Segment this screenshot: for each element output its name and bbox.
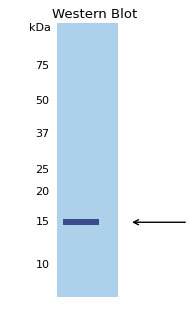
Text: 75: 75 bbox=[35, 61, 49, 70]
Text: Western Blot: Western Blot bbox=[52, 8, 138, 21]
Text: 50: 50 bbox=[35, 96, 49, 106]
Text: 10: 10 bbox=[35, 260, 49, 270]
Text: 37: 37 bbox=[35, 129, 49, 139]
Bar bbox=[57, 23, 118, 297]
Text: 20: 20 bbox=[35, 187, 49, 197]
Text: kDa: kDa bbox=[29, 23, 51, 33]
Text: 25: 25 bbox=[35, 165, 49, 175]
Text: 15: 15 bbox=[35, 217, 49, 227]
Bar bbox=[63, 219, 99, 225]
